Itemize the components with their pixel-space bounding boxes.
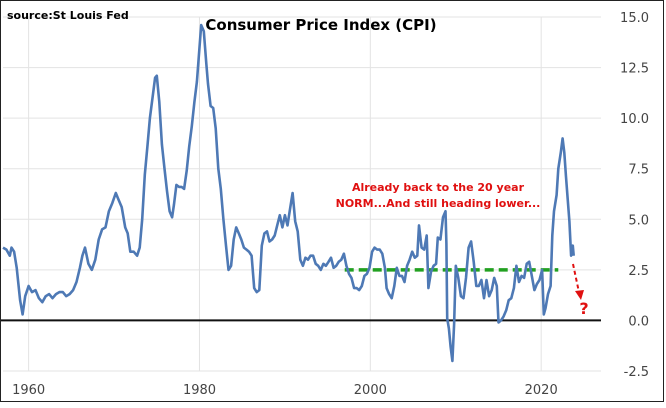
x-tick-label: 1960	[12, 383, 45, 398]
gridlines	[3, 16, 601, 372]
question-mark: ?	[579, 299, 588, 318]
y-tick-label: 7.5	[628, 163, 649, 178]
annotation-line-2: NORM...And still heading lower...	[336, 197, 541, 210]
y-tick-label: 15.0	[620, 11, 649, 26]
source-label: source:St Louis Fed	[7, 9, 129, 22]
x-tick-label: 2020	[525, 383, 558, 398]
x-tick-label: 1980	[183, 383, 216, 398]
down-arrow-icon	[572, 263, 584, 300]
y-tick-label: 12.5	[620, 62, 649, 77]
arrow-head	[575, 290, 584, 300]
y-tick-label: -2.5	[624, 365, 649, 380]
y-tick-label: 2.5	[628, 264, 649, 279]
series-line	[2, 23, 575, 363]
x-tick-label: 2000	[354, 383, 387, 398]
y-tick-label: 5.0	[628, 213, 649, 228]
annotation-line-1: Already back to the 20 year	[352, 181, 525, 194]
y-tick-label: 0.0	[628, 314, 649, 329]
y-tick-label: 10.0	[620, 112, 649, 127]
x-axis-ticks: 1960 1980 2000 2020	[12, 383, 558, 398]
chart-title: Consumer Price Index (CPI)	[205, 16, 436, 34]
y-axis-ticks: 15.0 12.5 10.0 7.5 5.0 2.5 0.0 -2.5	[620, 11, 649, 380]
